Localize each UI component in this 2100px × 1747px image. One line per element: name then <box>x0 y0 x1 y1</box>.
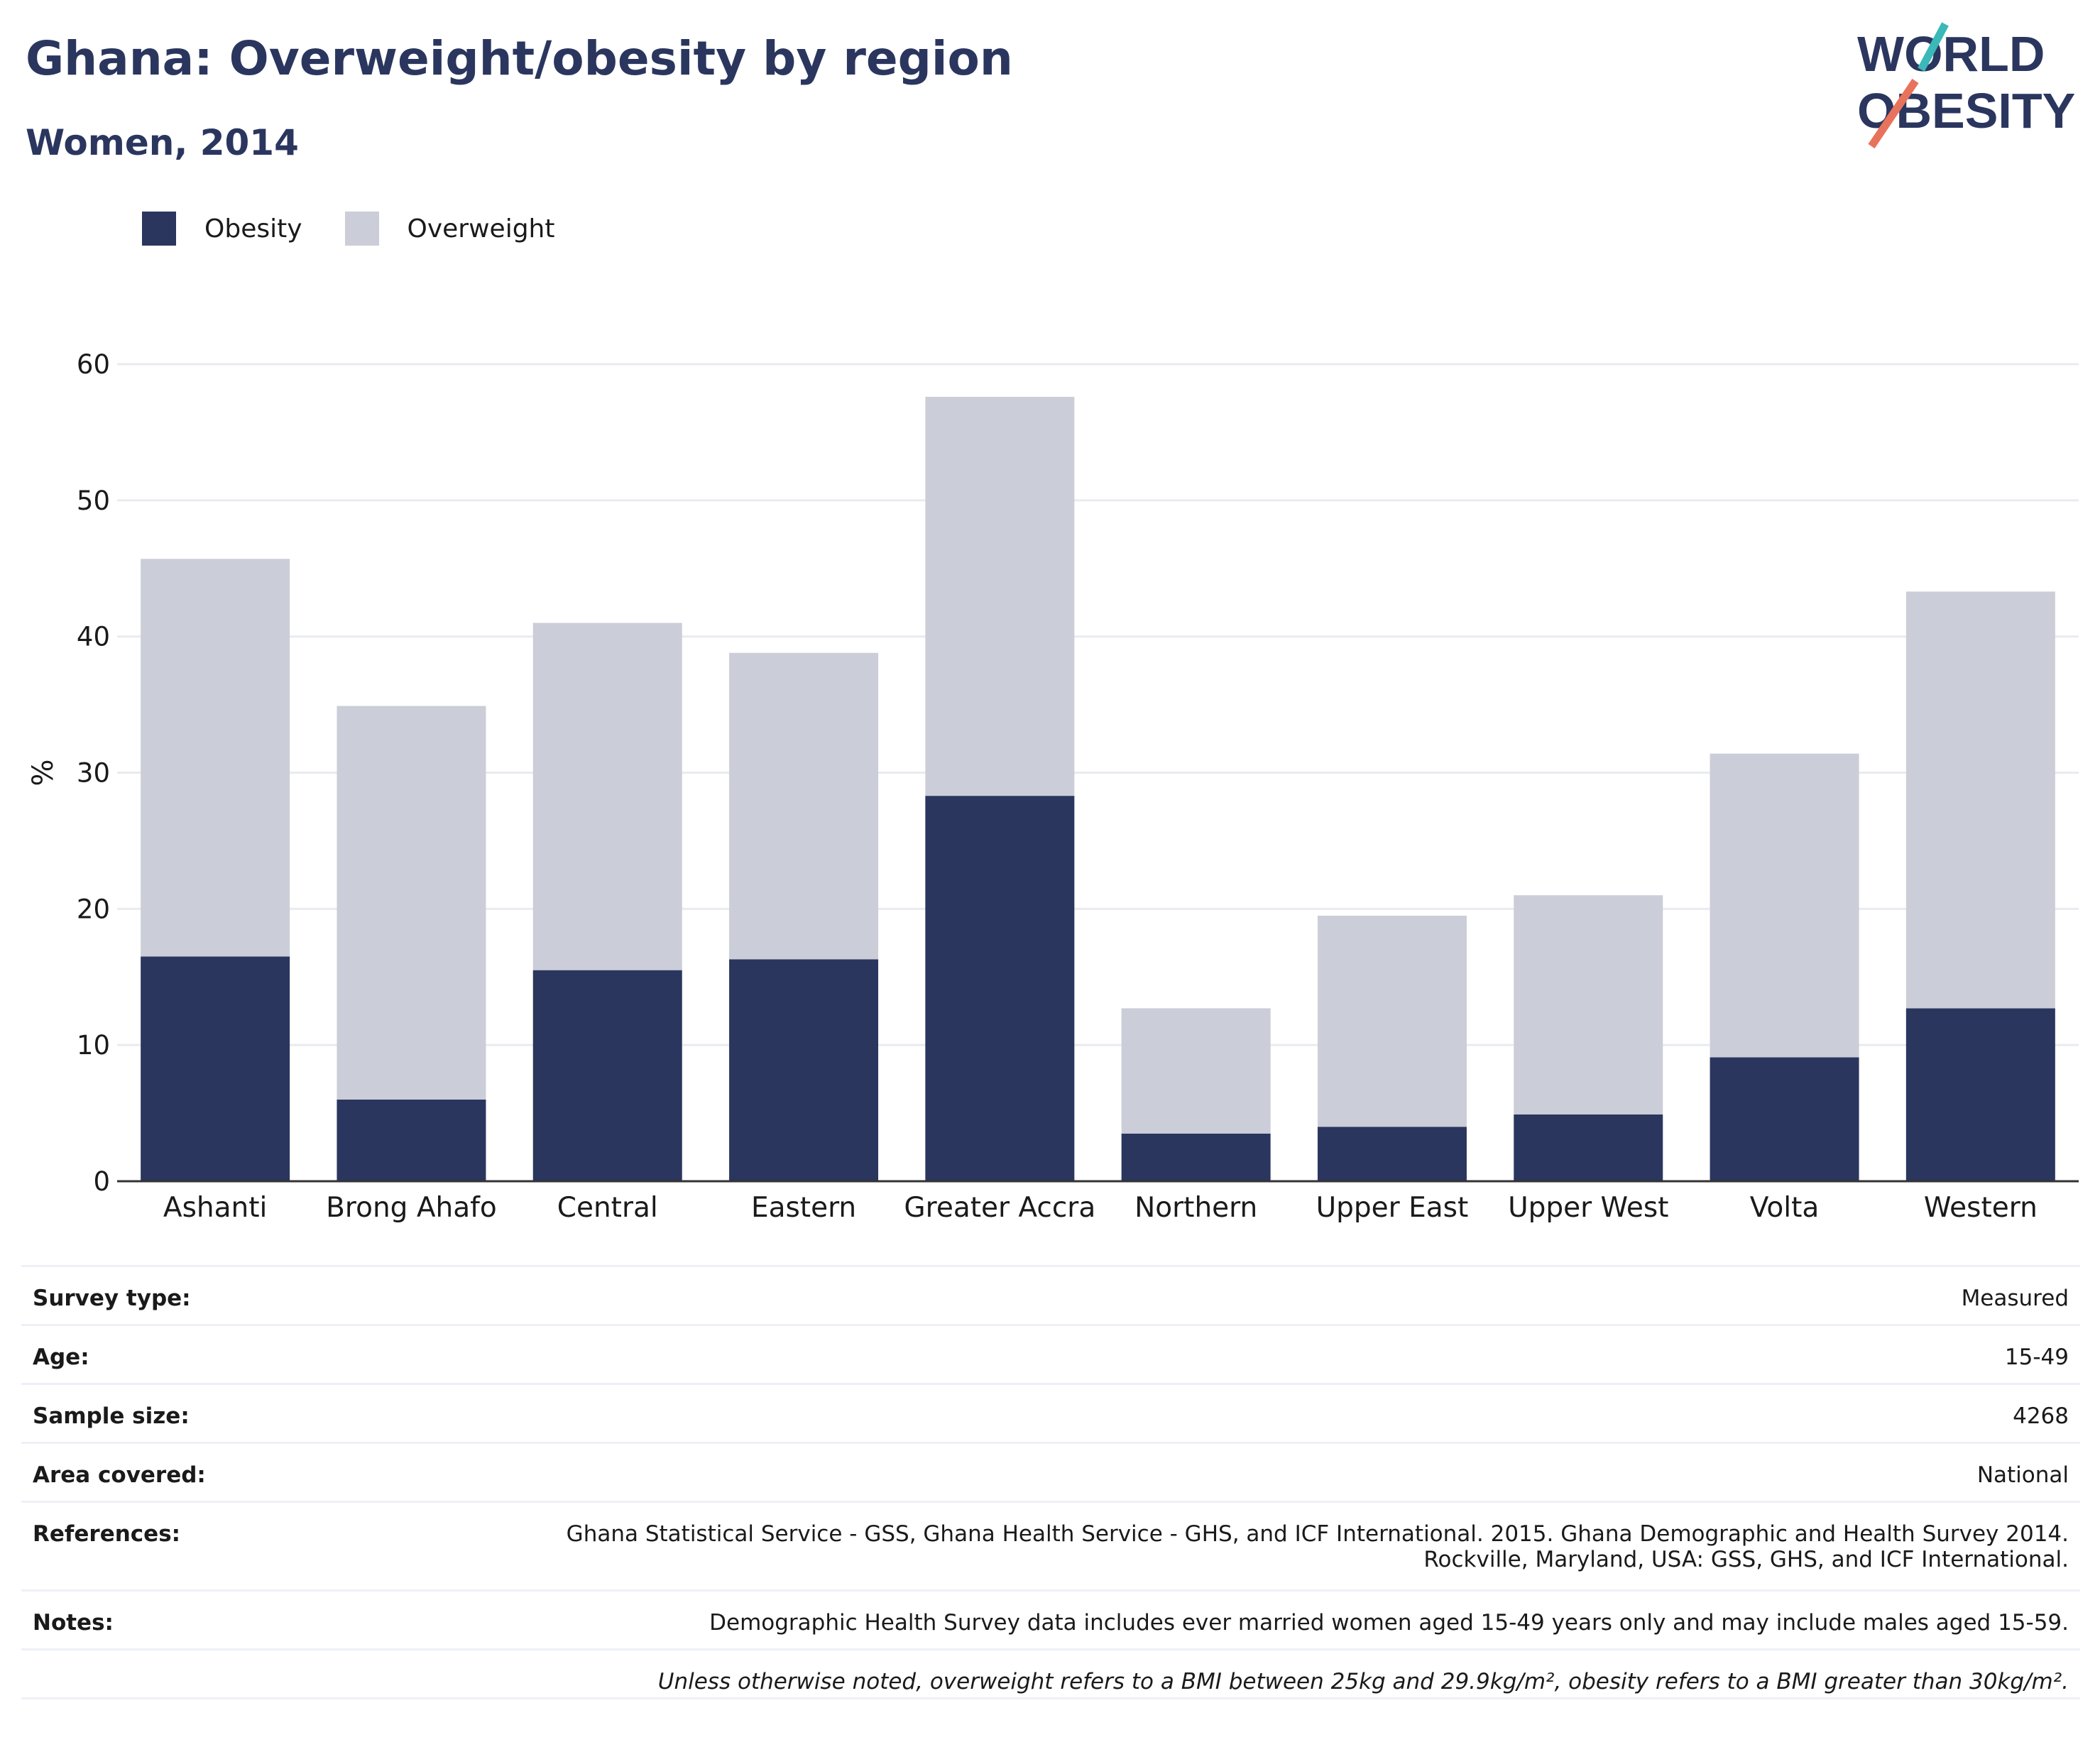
info-label: Sample size: <box>33 1403 190 1429</box>
logo-slash-coral <box>1868 78 1919 149</box>
references-text: Ghana Statistical Service - GSS, Ghana H… <box>567 1521 2069 1572</box>
bar-segment-overweight[interactable] <box>532 623 682 970</box>
info-row-sample-size: Sample size: 4268 <box>21 1383 2080 1442</box>
bar-segment-overweight[interactable] <box>337 706 486 1100</box>
bar-segment-overweight[interactable] <box>1317 915 1467 1127</box>
logo-slash-teal <box>1918 22 1949 72</box>
info-label: Survey type: <box>33 1286 191 1311</box>
survey-info-table: Survey type: Measured Age: 15-49 Sample … <box>21 1265 2080 1699</box>
legend-swatch-overweight <box>344 212 379 246</box>
world-obesity-logo: WORLD OBESITY <box>1857 22 2075 149</box>
x-tick-label: Volta <box>1750 1192 1820 1224</box>
x-tick-label: Greater Accra <box>904 1192 1095 1224</box>
bar-segment-obesity[interactable] <box>337 1099 486 1181</box>
chart-legend: Obesity Overweight <box>142 212 597 246</box>
x-tick-label: Brong Ahafo <box>326 1192 497 1224</box>
logo-word-world: WORLD <box>1857 26 2045 82</box>
x-tick-label: Eastern <box>751 1192 856 1224</box>
info-row-age: Age: 15-49 <box>21 1324 2080 1383</box>
y-tick-label: 30 <box>77 758 110 789</box>
info-value: National <box>1976 1462 2069 1488</box>
info-row-survey-type: Survey type: Measured <box>21 1265 2080 1324</box>
info-label: References: <box>33 1521 181 1547</box>
bar-segment-obesity[interactable] <box>141 956 290 1181</box>
y-tick-label: 20 <box>77 894 110 924</box>
bar-segment-overweight[interactable] <box>1905 591 2055 1009</box>
bar-segment-obesity[interactable] <box>1905 1008 2055 1181</box>
y-tick-label: 50 <box>77 486 110 516</box>
x-tick-label: Upper West <box>1508 1192 1668 1224</box>
legend-item-obesity[interactable]: Obesity <box>142 212 302 246</box>
info-row-notes: Notes: Demographic Health Survey data in… <box>21 1589 2080 1648</box>
legend-swatch-obesity <box>142 212 176 246</box>
bar-segment-overweight[interactable] <box>925 397 1075 796</box>
legend-label-obesity: Obesity <box>204 214 302 243</box>
x-tick-label: Central <box>557 1192 658 1224</box>
bar-segment-overweight[interactable] <box>729 652 879 960</box>
info-label: Notes: <box>33 1610 114 1636</box>
x-tick-label: Western <box>1924 1192 2038 1224</box>
references-line-2: Rockville, Maryland, USA: GSS, GHS, and … <box>1423 1547 2069 1572</box>
info-label: Age: <box>33 1345 89 1370</box>
bar-segment-obesity[interactable] <box>1121 1133 1271 1181</box>
bar-segment-obesity[interactable] <box>1317 1127 1467 1181</box>
legend-label-overweight: Overweight <box>407 214 555 243</box>
chart-subtitle: Women, 2014 <box>26 122 299 163</box>
bmi-footnote: Unless otherwise noted, overweight refer… <box>657 1669 2069 1694</box>
x-tick-label: Ashanti <box>163 1192 267 1224</box>
bar-segment-obesity[interactable] <box>532 970 682 1181</box>
info-value: 4268 <box>2013 1403 2069 1429</box>
chart-title: Ghana: Overweight/obesity by region <box>26 31 1013 86</box>
bar-segment-overweight[interactable] <box>141 559 290 957</box>
info-row-references: References: Ghana Statistical Service - … <box>21 1501 2080 1589</box>
y-tick-label: 0 <box>93 1166 110 1197</box>
references-line-1: Ghana Statistical Service - GSS, Ghana H… <box>566 1521 2069 1547</box>
info-value: 15-49 <box>2004 1345 2069 1370</box>
legend-item-overweight[interactable]: Overweight <box>344 212 555 246</box>
y-tick-label: 10 <box>77 1030 110 1061</box>
y-tick-label: 60 <box>77 349 110 380</box>
x-tick-label: Upper East <box>1316 1192 1469 1224</box>
bar-segment-overweight[interactable] <box>1710 753 1859 1058</box>
y-tick-label: 40 <box>77 622 110 652</box>
stacked-bar-chart: 0 10 20 30 40 50 60% Ashanti Brong Ahafo Central E… <box>27 349 2079 1224</box>
info-row-footnote: Unless otherwise noted, overweight refer… <box>21 1648 2080 1699</box>
bar-segment-obesity[interactable] <box>1710 1057 1859 1181</box>
bar-segment-overweight[interactable] <box>1121 1008 1271 1134</box>
x-tick-label: Northern <box>1134 1192 1257 1224</box>
notes-text: Demographic Health Survey data includes … <box>709 1610 2069 1636</box>
info-value: Measured <box>1961 1286 2069 1311</box>
bar-segment-overweight[interactable] <box>1514 895 1663 1115</box>
y-axis-label: % <box>27 759 60 786</box>
bar-segment-obesity[interactable] <box>925 796 1075 1181</box>
info-label: Area covered: <box>33 1462 206 1488</box>
bar-segment-obesity[interactable] <box>1514 1115 1663 1181</box>
info-row-area-covered: Area covered: National <box>21 1442 2080 1501</box>
bar-segment-obesity[interactable] <box>729 959 879 1181</box>
logo-word-obesity: OBESITY <box>1857 83 2075 138</box>
